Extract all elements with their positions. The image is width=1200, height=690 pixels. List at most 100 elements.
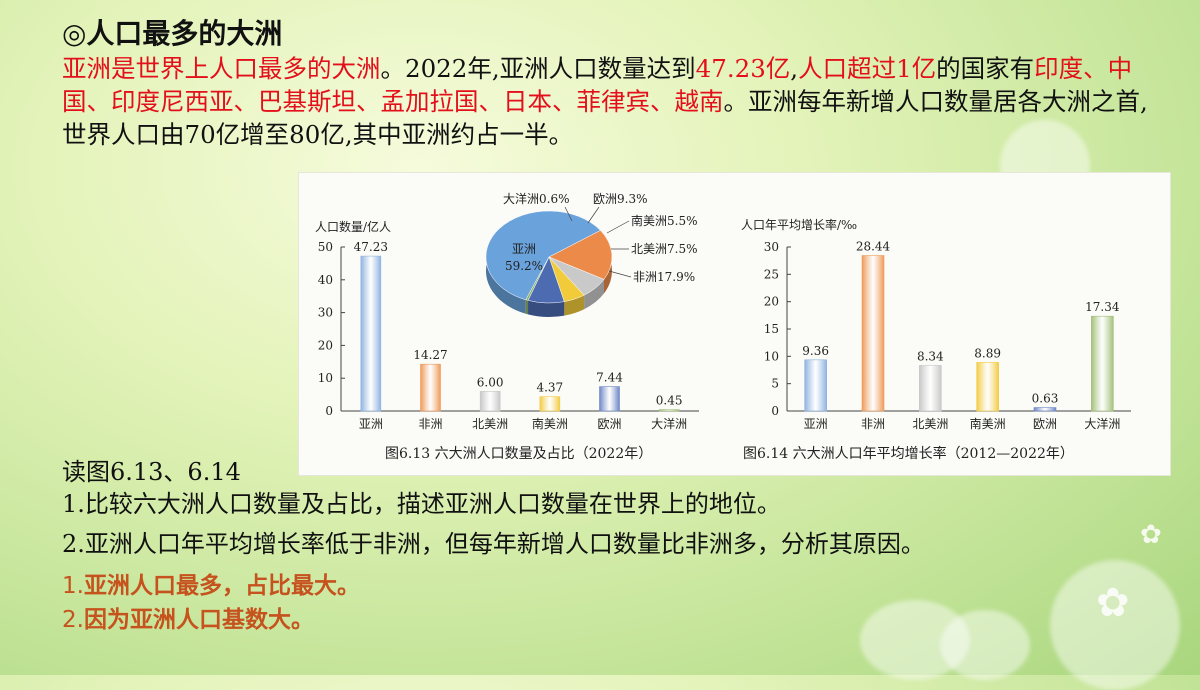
bar-南美洲 <box>976 362 999 412</box>
bar-value-label: 8.89 <box>974 346 1001 360</box>
answer-number: 2. <box>62 607 84 633</box>
bar-value-label: 17.34 <box>1085 300 1120 314</box>
bar-北美洲 <box>919 365 942 412</box>
y-tick-label: 10 <box>764 349 779 363</box>
answer-1: 1.亚洲人口最多，占比最大。 <box>62 566 360 600</box>
question-1: 1.比较六大洲人口数量及占比，描述亚洲人口数量在世界上的地位。 <box>62 490 781 518</box>
pie-slice-非洲 <box>548 230 613 280</box>
pie-label-asia: 亚洲 <box>512 242 536 256</box>
y-axis-label: 人口数量/亿人 <box>315 219 391 234</box>
figure-panel: 人口数量/亿人 0 10 20 30 40 50 47.23 亚洲 14.27 非洲 6.00 北美洲 4… <box>298 172 1171 476</box>
bar-北美洲 <box>479 391 501 412</box>
x-category-label: 北美洲 <box>912 417 948 431</box>
background-bokeh <box>1050 560 1180 690</box>
slide-title: ◎人口最多的大洲 <box>62 17 283 50</box>
x-category-label: 非洲 <box>861 417 885 431</box>
bar-非洲 <box>420 363 441 412</box>
pie-slice-亚洲 <box>485 210 601 301</box>
y-axis-label: 人口年平均增长率/‰ <box>741 217 857 232</box>
x-category-label: 非洲 <box>418 417 442 431</box>
body-text: , <box>790 54 799 83</box>
y-tick-label: 0 <box>771 404 779 418</box>
answer-text: 亚洲人口最多，占比最大。 <box>83 573 360 599</box>
read-figure-label: 读图6.13、6.14 <box>62 458 241 486</box>
y-tick-label: 25 <box>764 267 779 281</box>
bar-value-label: 9.36 <box>802 344 829 358</box>
pie-side-欧洲 <box>528 300 565 317</box>
y-tick-label: 40 <box>318 273 333 287</box>
y-tick-label: 10 <box>318 371 333 385</box>
highlight-text: 亚洲是世界上人口最多的大洲 <box>62 54 381 83</box>
bar-value-label: 8.34 <box>917 349 944 363</box>
pie-label-asia-pct: 59.2% <box>505 259 543 273</box>
body-text: 。2022年,亚洲人口数量达到 <box>380 54 696 83</box>
y-tick-label: 30 <box>318 306 333 320</box>
intro-paragraph: 亚洲是世界上人口最多的大洲。2022年,亚洲人口数量达到47.23亿,人口超过1… <box>62 52 1152 151</box>
x-category-label: 南美洲 <box>970 416 1006 431</box>
bar-value-label: 7.44 <box>596 371 623 385</box>
pie-side-南美洲 <box>564 295 585 316</box>
flower-decoration: ✿ <box>1140 520 1162 550</box>
y-tick-label: 5 <box>771 377 779 391</box>
background-bokeh <box>860 600 970 680</box>
x-category-label: 南美洲 <box>532 416 568 431</box>
pie-slice-大洋洲 <box>525 256 550 301</box>
answer-text: 因为亚洲人口基数大。 <box>83 607 314 633</box>
bar-亚洲 <box>804 359 827 412</box>
pie-label-south-america: 南美洲5.5% <box>631 213 698 228</box>
chart-caption: 图6.14 六大洲人口年平均增长率（2012—2022年） <box>743 445 1074 462</box>
pie-leader-line <box>564 206 573 222</box>
x-category-label: 大洋洲 <box>1084 416 1120 431</box>
bar-value-label: 28.44 <box>856 240 891 254</box>
bar-亚洲 <box>360 255 382 412</box>
question-2: 2.亚洲人口年平均增长率低于非洲，但每年新增人口数量比非洲多，分析其原因。 <box>62 530 925 558</box>
bar-欧洲 <box>599 386 620 412</box>
x-category-label: 北美洲 <box>472 417 508 431</box>
x-category-label: 欧洲 <box>597 417 621 431</box>
x-category-label: 亚洲 <box>359 417 383 431</box>
answer-2: 2.因为亚洲人口基数大。 <box>62 600 314 634</box>
bar-欧洲 <box>1033 407 1057 412</box>
x-category-label: 大洋洲 <box>651 416 687 431</box>
pie-label-europe: 欧洲9.3% <box>593 192 648 206</box>
bar-大洋洲 <box>658 409 680 412</box>
answer-number: 1. <box>62 573 84 599</box>
bar-value-label: 47.23 <box>354 240 388 254</box>
pie-leader-line <box>608 270 632 278</box>
population-bar-chart: 人口数量/亿人 0 10 20 30 40 50 47.23 亚洲 14.27 非洲 6.00 北美洲 4… <box>315 219 699 462</box>
body-text: 。亚洲每年新增人口数量居各大洲之首,世界人口由70亿增至80亿,其中亚洲约占一半… <box>62 87 1148 149</box>
chart-caption: 图6.13 六大洲人口数量及占比（2022年） <box>385 446 652 462</box>
bar-南美洲 <box>539 396 561 412</box>
highlight-text: 47.23亿 <box>695 54 791 83</box>
x-category-label: 欧洲 <box>1033 417 1057 431</box>
bar-非洲 <box>861 255 885 412</box>
highlight-text: 印度、中国、印度尼西亚、巴基斯坦、孟加拉国、日本、菲律宾、越南 <box>62 54 1133 116</box>
body-text: 的国家有 <box>936 54 1035 83</box>
bar-大洋洲 <box>1091 315 1114 412</box>
y-tick-label: 15 <box>764 322 779 336</box>
bar-value-label: 4.37 <box>536 381 563 395</box>
x-category-label: 亚洲 <box>804 417 828 431</box>
pie-label-oceania: 大洋洲0.6% <box>503 191 570 206</box>
background-bokeh <box>940 610 1030 680</box>
pie-label-north-america: 北美洲7.5% <box>631 242 698 256</box>
growth-rate-bar-chart: 人口年平均增长率/‰ 0 5 10 15 20 25 30 9.36 亚洲 28.44 非洲 8.34 北… <box>741 217 1131 462</box>
flower-decoration: ✿ <box>1096 580 1130 626</box>
pie-leader-line <box>587 206 600 224</box>
highlight-text: 人口超过1亿 <box>798 54 937 83</box>
pie-label-africa: 非洲17.9% <box>633 270 695 284</box>
pie-side-大洋洲 <box>525 299 529 315</box>
population-share-pie-chart: 亚洲 59.2% 大洋洲0.6% 欧洲9.3% 南美洲5.5% 北美洲7.5% 非洲17.9… <box>485 191 698 317</box>
y-tick-label: 0 <box>325 404 333 418</box>
bar-value-label: 0.45 <box>656 394 683 408</box>
y-tick-label: 50 <box>318 240 333 254</box>
y-tick-label: 30 <box>764 240 779 254</box>
bar-value-label: 14.27 <box>413 348 447 362</box>
bar-value-label: 0.63 <box>1032 392 1059 406</box>
pie-side-北美洲 <box>584 279 605 310</box>
bar-value-label: 6.00 <box>477 375 504 389</box>
y-tick-label: 20 <box>764 295 779 309</box>
y-tick-label: 20 <box>318 338 333 352</box>
pie-leader-line <box>606 220 630 234</box>
